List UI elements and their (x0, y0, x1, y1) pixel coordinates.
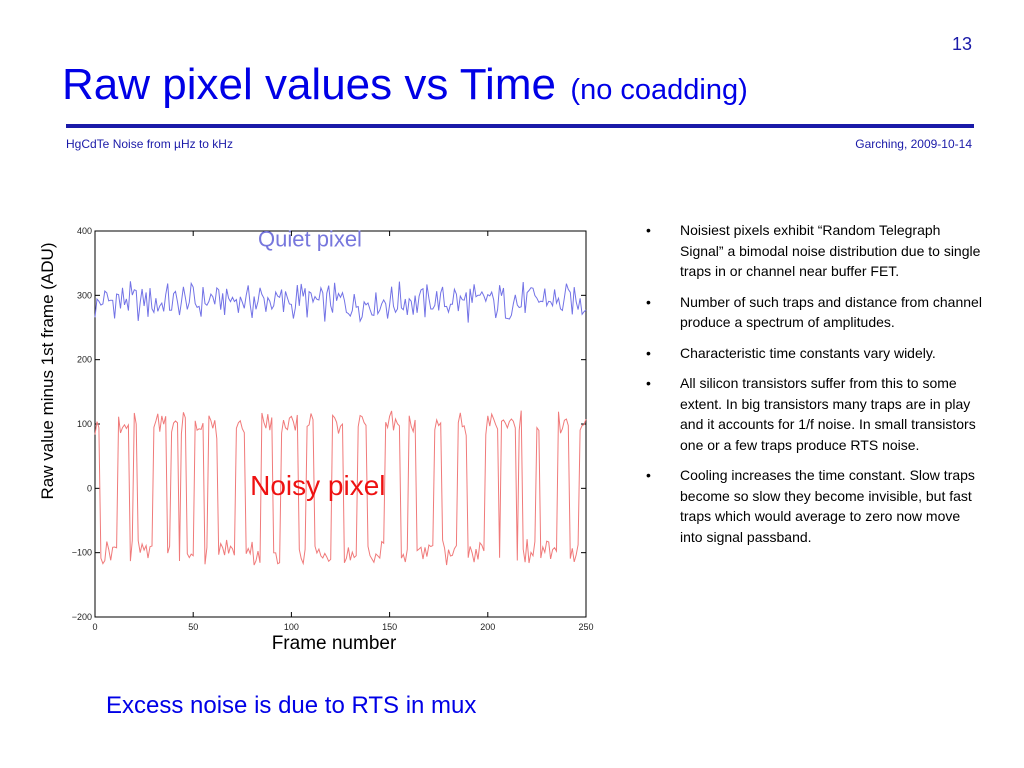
y-tick-label: −200 (72, 612, 92, 622)
title-main: Raw pixel values vs Time (62, 60, 556, 109)
slide-number: 13 (951, 34, 972, 54)
tick-labels: 0 50 100 150 200 250 400 300 200 100 0 −100 −200 (72, 226, 594, 632)
x-tick-label: 150 (382, 622, 397, 632)
y-axis-label: Raw value minus 1st frame (ADU) (38, 242, 57, 500)
y-tick-label: −100 (72, 548, 92, 558)
annotation-noisy-pixel: Noisy pixel (250, 470, 385, 501)
x-tick-label: 100 (284, 622, 299, 632)
x-tick-label: 250 (578, 622, 593, 632)
slide-title: Raw pixel values vs Time (no coadding) (62, 60, 748, 110)
title-subtitle: (no coadding) (570, 74, 748, 106)
bullet-item: Number of such traps and distance from c… (640, 292, 985, 333)
series-line-quiet-pixel (94, 281, 587, 323)
plot-frame (94, 230, 587, 618)
x-tick-label: 50 (188, 622, 198, 632)
annotation-quiet-pixel: Quiet pixel (258, 226, 362, 251)
bullet-item: Cooling increases the time constant. Slo… (640, 465, 985, 547)
bullet-list: Noisiest pixels exhibit “Random Telegrap… (640, 220, 985, 557)
footer-caption: Excess noise is due to RTS in mux (106, 692, 477, 719)
axis-ticks (94, 230, 587, 618)
bullet-item: Characteristic time constants vary widel… (640, 343, 985, 364)
y-tick-label: 400 (77, 226, 92, 236)
series-lines (94, 281, 587, 566)
bullet-item: All silicon transistors suffer from this… (640, 373, 985, 455)
y-tick-label: 200 (77, 355, 92, 365)
y-tick-label: 300 (77, 290, 92, 300)
title-divider (66, 124, 974, 128)
bullet-item: Noisiest pixels exhibit “Random Telegrap… (640, 220, 985, 282)
x-tick-label: 200 (480, 622, 495, 632)
y-tick-label: 100 (77, 419, 92, 429)
subheader-left: HgCdTe Noise from µHz to kHz (66, 137, 233, 151)
x-tick-label: 0 (92, 622, 97, 632)
line-chart: 0 50 100 150 200 250 400 300 200 100 0 −100 −200 Qui… (72, 226, 594, 632)
y-tick-label: 0 (87, 483, 92, 493)
subheader-right: Garching, 2009-10-14 (855, 137, 972, 151)
x-axis-label: Frame number (271, 633, 397, 654)
series-line-noisy-pixel (94, 410, 587, 566)
